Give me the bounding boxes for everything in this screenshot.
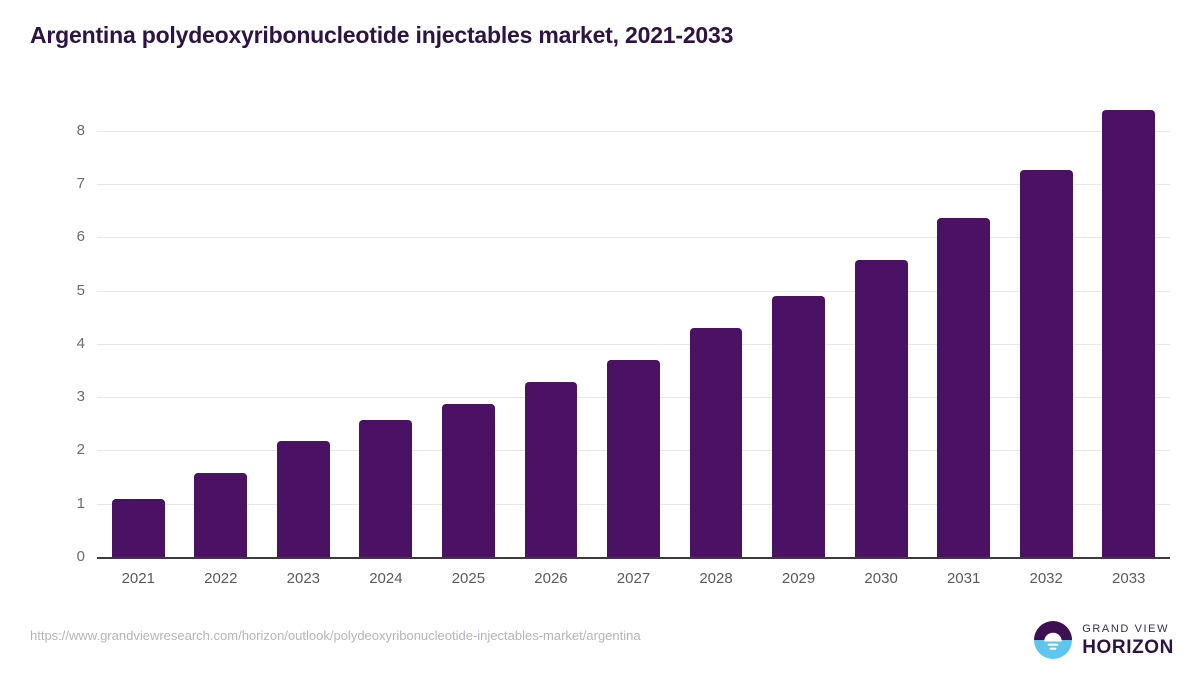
x-tick-label: 2024 xyxy=(369,570,403,587)
gridline xyxy=(97,343,1170,345)
bar-2028[interactable] xyxy=(689,328,743,557)
x-tick-label: 2032 xyxy=(1029,570,1063,587)
y-tick-label: 6 xyxy=(76,228,85,246)
x-tick-label: 2033 xyxy=(1112,570,1146,587)
bar-2026[interactable] xyxy=(524,382,578,557)
page-title: Argentina polydeoxyribonucleotide inject… xyxy=(30,22,734,48)
bar-2031[interactable] xyxy=(937,218,991,557)
bar-series xyxy=(97,100,1170,557)
brand-logo: GRAND VIEW HORIZON xyxy=(1033,620,1174,660)
x-tick-label: 2030 xyxy=(864,570,898,587)
x-tick-label: 2031 xyxy=(946,570,981,587)
bar-2021[interactable] xyxy=(111,499,165,557)
logo-line-2: HORIZON xyxy=(1082,636,1174,658)
gridline xyxy=(97,290,1170,292)
bar-2022[interactable] xyxy=(194,472,248,557)
gridline xyxy=(97,237,1170,239)
y-tick-label: 5 xyxy=(76,281,85,299)
bar-2024[interactable] xyxy=(359,419,413,557)
y-tick-label: 8 xyxy=(76,121,85,139)
logo-line-1: GRAND VIEW xyxy=(1082,622,1170,635)
bar-2030[interactable] xyxy=(854,259,908,557)
x-tick-label: 2021 xyxy=(121,570,155,587)
x-tick-label: 2028 xyxy=(699,570,733,587)
x-tick-label: 2026 xyxy=(534,570,568,587)
gridline xyxy=(97,130,1170,132)
logo-wordmark: GRAND VIEW HORIZON xyxy=(1082,622,1174,658)
y-tick-label: 0 xyxy=(76,548,85,565)
bar-2033[interactable] xyxy=(1102,109,1156,557)
bar-2027[interactable] xyxy=(607,360,660,557)
y-tick-label: 1 xyxy=(76,494,85,512)
bar-2023[interactable] xyxy=(276,440,330,557)
bar-2032[interactable] xyxy=(1019,170,1073,557)
y-tick-label: 7 xyxy=(76,174,85,192)
horizon-logo-icon xyxy=(1034,621,1073,659)
x-tick-label: 2023 xyxy=(286,570,321,587)
bar-2029[interactable] xyxy=(772,296,825,557)
x-tick-label: 2025 xyxy=(451,570,486,587)
source-url[interactable]: https://www.grandviewresearch.com/horizo… xyxy=(30,628,641,643)
x-tick-label: 2027 xyxy=(616,570,651,587)
y-tick-label: 2 xyxy=(76,441,85,459)
x-tick-label: 2022 xyxy=(204,570,238,587)
x-axis-line xyxy=(97,557,1170,559)
y-tick-label: 3 xyxy=(76,388,85,406)
gridline xyxy=(97,183,1170,185)
x-tick-label: 2029 xyxy=(781,570,816,587)
bar-2025[interactable] xyxy=(442,403,495,557)
y-tick-label: 4 xyxy=(76,334,85,352)
